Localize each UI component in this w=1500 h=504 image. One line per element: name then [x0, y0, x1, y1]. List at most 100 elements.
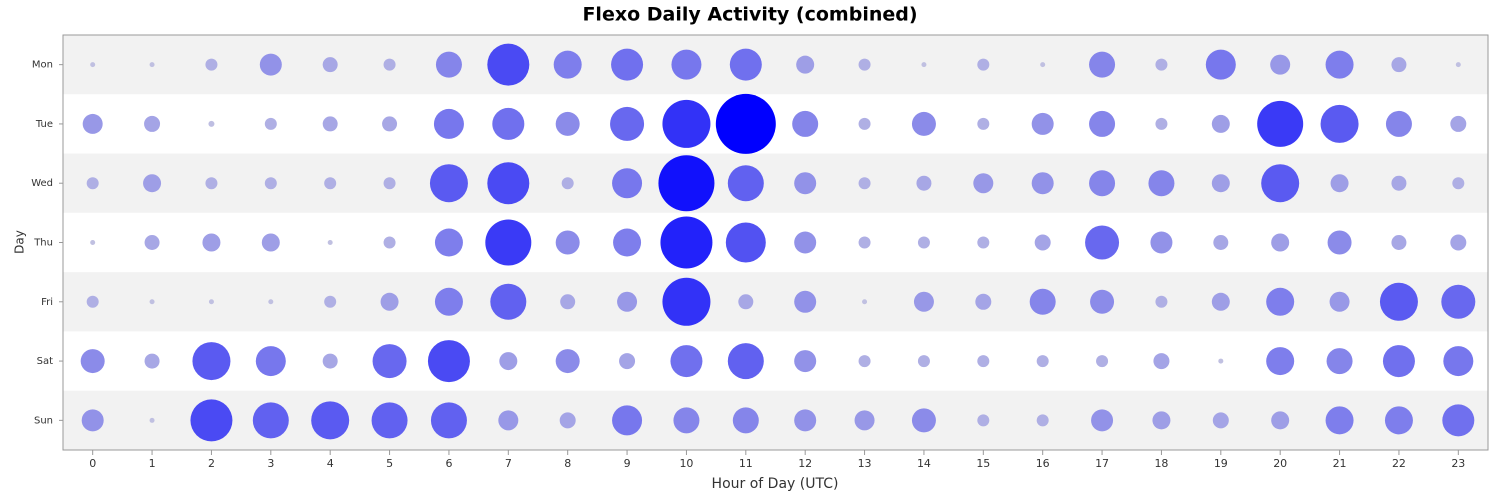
bubble — [610, 106, 645, 141]
bubble — [977, 414, 990, 427]
bubble — [264, 117, 277, 130]
bubble — [498, 410, 519, 431]
bubble — [794, 409, 817, 432]
bubble — [732, 407, 759, 434]
y-tick-label: Sat — [37, 356, 53, 367]
x-axis-label: Hour of Day (UTC) — [712, 476, 839, 492]
bubble — [1455, 62, 1461, 68]
bubble — [80, 349, 105, 374]
bubble — [1096, 355, 1109, 368]
bubble — [1442, 404, 1475, 437]
bubble — [727, 165, 764, 202]
x-tick-label: 5 — [386, 457, 393, 470]
bubble — [1320, 104, 1359, 143]
x-tick-label: 12 — [798, 457, 812, 470]
bubble — [1257, 100, 1304, 147]
bubble — [322, 116, 338, 132]
bubble — [1391, 175, 1407, 191]
bubble — [612, 168, 643, 199]
bubble — [854, 410, 875, 431]
bubble — [977, 355, 990, 368]
bubble — [205, 58, 218, 71]
bubble — [144, 353, 160, 369]
bubble — [311, 401, 350, 440]
bubble — [1040, 62, 1046, 68]
bubble — [499, 352, 518, 371]
x-tick-label: 14 — [917, 457, 931, 470]
bubble — [1384, 406, 1413, 435]
bubble — [662, 99, 711, 148]
bubble — [1271, 233, 1290, 252]
bubble — [208, 120, 215, 127]
bubble — [911, 408, 936, 433]
row-band — [63, 212, 1488, 273]
bubble — [1329, 291, 1350, 312]
bubble — [977, 236, 990, 249]
chart-title: Flexo Daily Activity (combined) — [582, 4, 917, 26]
bubble — [1090, 289, 1115, 314]
bubble — [324, 295, 337, 308]
y-tick-label: Fri — [41, 297, 53, 308]
bubble — [555, 230, 580, 255]
bubble — [383, 58, 396, 71]
bubble — [1450, 234, 1467, 251]
x-tick-label: 4 — [327, 457, 334, 470]
bubble — [485, 219, 532, 266]
bubble — [322, 57, 338, 73]
x-tick-label: 3 — [267, 457, 274, 470]
y-tick-label: Thu — [33, 238, 53, 249]
bubble — [264, 177, 277, 190]
bubble — [555, 111, 580, 136]
bubble — [487, 43, 530, 86]
bubble — [1091, 409, 1114, 432]
bubble — [794, 231, 817, 254]
x-tick-label: 17 — [1095, 457, 1109, 470]
bubble — [1031, 112, 1054, 135]
bubble — [1326, 348, 1353, 375]
bubble — [977, 117, 990, 130]
bubble — [617, 291, 638, 312]
bubble — [1325, 406, 1354, 435]
bubble — [149, 299, 155, 305]
bubble — [144, 115, 161, 132]
bubble — [1330, 174, 1349, 193]
bubble — [715, 93, 776, 154]
bubble — [977, 58, 990, 71]
bubble — [794, 350, 817, 373]
bubble — [429, 164, 468, 203]
bubble — [1029, 288, 1056, 315]
bubble — [1261, 164, 1300, 203]
bubble — [1452, 177, 1465, 190]
bubble — [975, 293, 992, 310]
bubble — [382, 116, 398, 132]
bubble — [619, 353, 636, 370]
bubble — [725, 222, 766, 263]
x-tick-label: 13 — [858, 457, 872, 470]
bubble — [613, 228, 642, 257]
bubble — [255, 346, 286, 377]
y-axis-label: Day — [13, 230, 27, 254]
row-band — [63, 272, 1488, 332]
bubble — [1089, 110, 1116, 137]
bubble — [383, 236, 396, 249]
bubble — [921, 62, 927, 68]
bubble — [380, 292, 399, 311]
bubble — [1391, 235, 1407, 250]
bubble — [1152, 411, 1171, 430]
bubble — [1270, 54, 1291, 75]
bubble — [612, 405, 643, 436]
bubble — [1034, 234, 1051, 251]
bubble — [792, 110, 819, 137]
bubble — [553, 50, 582, 79]
bubble — [208, 299, 214, 305]
bubble — [913, 291, 934, 312]
x-tick-label: 7 — [505, 457, 512, 470]
bubble — [561, 177, 574, 190]
bubble — [490, 283, 527, 320]
bubble — [383, 177, 396, 190]
bubble — [1443, 346, 1474, 377]
bubble — [430, 402, 467, 439]
bubble — [559, 412, 576, 429]
row-band — [63, 390, 1488, 450]
